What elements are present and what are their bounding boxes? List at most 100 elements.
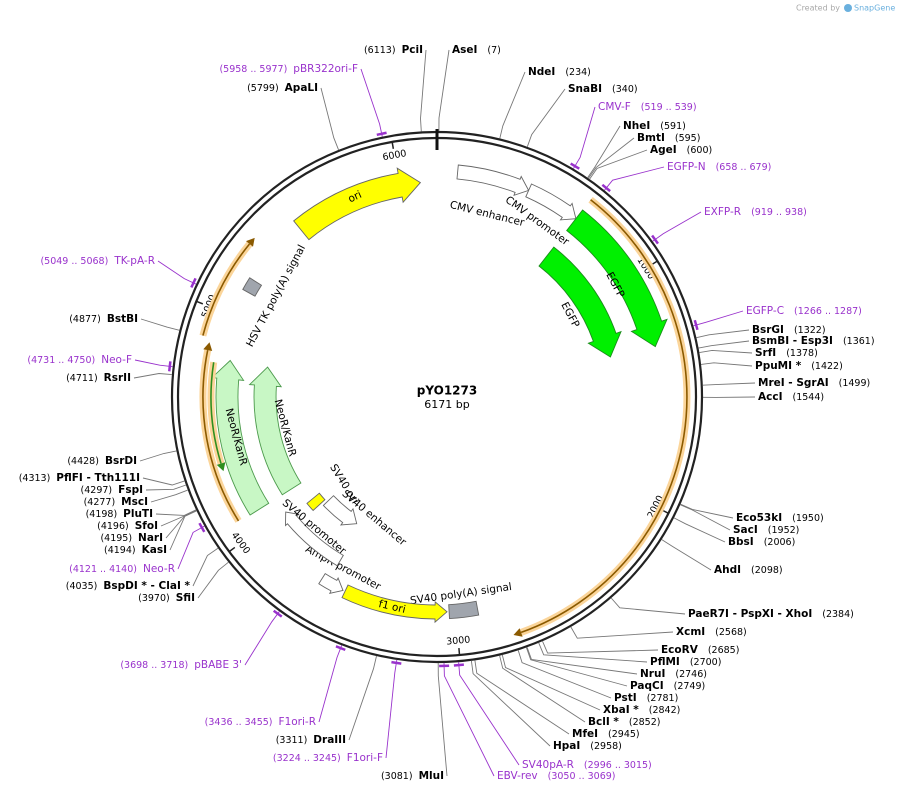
site-label: AhdI (2098) [714,564,783,576]
position: (4731 .. 4750) [27,355,95,366]
site-leader [142,477,185,486]
primer-tick [601,183,611,193]
site-leader [587,125,621,178]
name: AgeI [650,144,677,156]
name: RsrII [104,372,131,384]
scale-tick [391,141,395,149]
scale-tick [196,300,204,305]
site-leader [517,650,612,699]
orf-line [520,199,688,634]
site-label: SacI (1952) [733,524,799,536]
name: EGFP-N [667,161,706,173]
name: XcmI [676,626,705,638]
site-leader [538,642,648,663]
name: PpuMI * [755,360,802,372]
position: (600) [687,145,713,156]
site-label: BmtI (595) [637,132,700,144]
primer-label: (5049 .. 5068) TK-pA-R [40,255,155,267]
primer-label: EXFP-R (919 .. 938) [704,206,807,218]
name: TK-pA-R [113,255,155,267]
site-leader [320,87,340,151]
primer-label: (3698 .. 3718) pBABE 3' [120,659,242,671]
site-label: EcoRV (2685) [661,644,739,656]
site-label: PflMI (2700) [650,656,721,668]
primer-label: SV40pA-R (2996 .. 3015) [522,759,652,771]
position: (2700) [690,657,722,668]
site-label: AccI (1544) [758,391,824,403]
position: (2568) [715,627,747,638]
primer-tick [335,645,346,652]
name: BspDI * - ClaI * [103,580,190,592]
site-label: BclI * (2852) [588,716,660,728]
feature [341,584,448,624]
site-leader [680,504,731,531]
feature [248,366,302,496]
position: (591) [660,121,686,132]
position: (4196) [97,521,129,532]
site-leader [160,509,197,527]
position: (2852) [629,717,661,728]
site-leader [588,137,635,179]
position: (3436 .. 3455) [205,717,273,728]
orf-line [202,243,251,336]
position: (2958) [590,741,622,752]
feature [242,277,263,297]
name: EBV-rev [497,770,538,782]
site-leader [470,660,551,747]
orf-line [202,349,240,522]
feature [525,183,577,221]
site-label: (4035) BspDI * - ClaI * [66,580,191,592]
primer-tick [167,361,172,372]
primer-tick [391,660,402,665]
position: (1422) [811,361,843,372]
site-leader [661,539,712,571]
name: CMV-F [598,101,631,113]
site-leader [610,597,686,615]
name: AhdI [714,564,741,576]
site-label: (4194) KasI [104,544,167,556]
site-label: (4195) NarI [100,532,163,544]
name: DraIII [313,734,346,746]
site-leader [526,647,638,675]
position: (1322) [794,325,826,336]
name: MfeI [572,728,598,740]
position: (1378) [786,348,818,359]
scale-tick-label: 4000 [229,530,252,556]
position: (7) [487,45,500,56]
feature [306,492,326,512]
primer-label: (4121 .. 4140) Neo-R [69,563,175,575]
position: (234) [565,67,591,78]
primer-label: (3224 .. 3245) F1ori-F [273,752,383,764]
name: BclI * [588,716,619,728]
primer-tick [693,319,699,331]
name: BsmBI - Esp3I [752,335,833,347]
site-leader [700,362,753,367]
position: (1499) [839,378,871,389]
feature-label: HSV TK poly(A) signal [244,243,308,349]
site-leader [155,509,197,516]
position: (2006) [764,537,796,548]
brand-icon [844,4,852,12]
site-label: NruI (2746) [640,668,707,680]
position: (4121 .. 4140) [69,564,137,575]
position: (2842) [649,705,681,716]
position: (4711) [66,373,98,384]
site-label: AgeI (600) [650,144,712,156]
site-label: XcmI (2568) [676,626,747,638]
position: (1950) [792,513,824,524]
site-label: (4711) RsrII [66,372,131,384]
site-leader [437,662,448,777]
site-leader [696,329,750,339]
site-label: (4297) FspI [81,484,143,496]
site-leader [420,49,427,132]
feature [538,246,622,358]
position: (2098) [751,565,783,576]
name: MscI [121,496,148,508]
name: EGFP-C [746,305,784,317]
primer-tick [190,277,197,288]
name: NheI [623,120,650,132]
site-label: (4198) PluTI [86,508,153,520]
position: (3698 .. 3718) [120,660,188,671]
position: (4195) [100,533,132,544]
site-label: NheI (591) [623,120,686,132]
